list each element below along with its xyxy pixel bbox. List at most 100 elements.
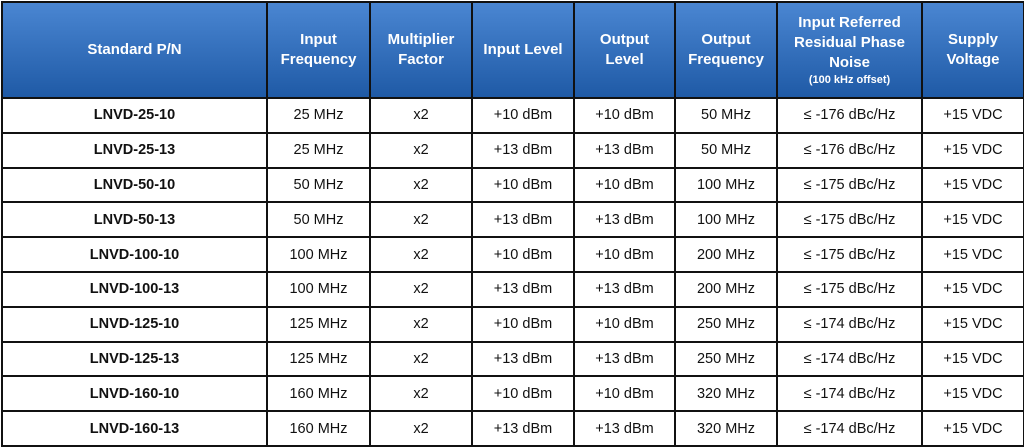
table-cell: 160 MHz bbox=[266, 410, 371, 447]
table-cell: +15 VDC bbox=[921, 340, 1024, 378]
table-cell: +10 dBm bbox=[573, 305, 676, 343]
table-cell: +13 dBm bbox=[573, 131, 676, 169]
table-row: LNVD-100-13 100 MHz x2 +13 dBm +13 dBm 200 MH… bbox=[1, 270, 1024, 308]
table-cell: +15 VDC bbox=[921, 270, 1024, 308]
table-cell: 100 MHz bbox=[266, 270, 371, 308]
table-cell: ≤ -175 dBc/Hz bbox=[776, 236, 923, 273]
table-body: LNVD-25-10 25 MHz x2 +10 dBm +10 dBm 50 MHz ≤ … bbox=[1, 97, 1024, 447]
header-cell: Input Level bbox=[471, 1, 575, 99]
table-row: LNVD-25-10 25 MHz x2 +10 dBm +10 dBm 50 MHz ≤ … bbox=[1, 97, 1024, 134]
table-cell: ≤ -175 dBc/Hz bbox=[776, 270, 923, 308]
table-cell: +15 VDC bbox=[921, 201, 1024, 239]
table-cell: +10 dBm bbox=[471, 97, 575, 134]
table-cell: +13 dBm bbox=[471, 131, 575, 169]
part-number: LNVD-125-10 bbox=[1, 305, 268, 343]
header-cell: Multiplier Factor bbox=[369, 1, 473, 99]
table-cell: +13 dBm bbox=[573, 201, 676, 239]
part-number: LNVD-100-10 bbox=[1, 236, 268, 273]
table-cell: x2 bbox=[369, 375, 473, 413]
table-cell: ≤ -174 dBc/Hz bbox=[776, 340, 923, 378]
table-row: LNVD-50-10 50 MHz x2 +10 dBm +10 dBm 100 MHz ≤… bbox=[1, 166, 1024, 204]
table-cell: 100 MHz bbox=[674, 166, 778, 204]
part-number: LNVD-100-13 bbox=[1, 270, 268, 308]
table-cell: 320 MHz bbox=[674, 375, 778, 413]
table-cell: x2 bbox=[369, 270, 473, 308]
table-cell: 50 MHz bbox=[266, 201, 371, 239]
header-cell: Supply Voltage bbox=[921, 1, 1024, 99]
table-cell: +13 dBm bbox=[573, 340, 676, 378]
table-cell: 50 MHz bbox=[674, 131, 778, 169]
header-text: Multiplier Factor bbox=[387, 31, 455, 68]
table-cell: ≤ -176 dBc/Hz bbox=[776, 97, 923, 134]
table-cell: ≤ -176 dBc/Hz bbox=[776, 131, 923, 169]
part-number: LNVD-25-13 bbox=[1, 131, 268, 169]
table-cell: ≤ -174 dBc/Hz bbox=[776, 410, 923, 447]
table-cell: 125 MHz bbox=[266, 305, 371, 343]
table-cell: +13 dBm bbox=[471, 270, 575, 308]
table-cell: +15 VDC bbox=[921, 97, 1024, 134]
table-cell: +15 VDC bbox=[921, 410, 1024, 447]
table-cell: x2 bbox=[369, 305, 473, 343]
table-cell: +15 VDC bbox=[921, 131, 1024, 169]
table-cell: ≤ -175 dBc/Hz bbox=[776, 166, 923, 204]
table-cell: +10 dBm bbox=[573, 166, 676, 204]
table-row: LNVD-125-10 125 MHz x2 +10 dBm +10 dBm 250 MH… bbox=[1, 305, 1024, 343]
table-cell: x2 bbox=[369, 97, 473, 134]
table-cell: ≤ -174 dBc/Hz bbox=[776, 305, 923, 343]
table-cell: 320 MHz bbox=[674, 410, 778, 447]
header-row: Standard P/N Input Frequency Multiplier Fa… bbox=[1, 1, 1024, 99]
table-cell: x2 bbox=[369, 236, 473, 273]
table-cell: 25 MHz bbox=[266, 131, 371, 169]
table-cell: +15 VDC bbox=[921, 166, 1024, 204]
table-cell: +15 VDC bbox=[921, 236, 1024, 273]
header-text: Input Level bbox=[483, 41, 563, 58]
table-cell: +10 dBm bbox=[471, 305, 575, 343]
table-cell: 50 MHz bbox=[674, 97, 778, 134]
header-cell: Output Frequency bbox=[674, 1, 778, 99]
header-text: Output Level bbox=[599, 31, 650, 68]
table-cell: x2 bbox=[369, 410, 473, 447]
table-cell: 100 MHz bbox=[266, 236, 371, 273]
table-cell: ≤ -175 dBc/Hz bbox=[776, 201, 923, 239]
table-row: LNVD-160-13 160 MHz x2 +13 dBm +13 dBm 320 MH… bbox=[1, 410, 1024, 447]
table-cell: +13 dBm bbox=[573, 270, 676, 308]
table-row: LNVD-160-10 160 MHz x2 +10 dBm +10 dBm 320 MH… bbox=[1, 375, 1024, 413]
header-note: (100 kHz offset) bbox=[808, 74, 891, 86]
table-cell: +13 dBm bbox=[573, 410, 676, 447]
header-text: Supply Voltage bbox=[946, 31, 1000, 68]
table-cell: +15 VDC bbox=[921, 305, 1024, 343]
table-cell: 125 MHz bbox=[266, 340, 371, 378]
table-cell: 50 MHz bbox=[266, 166, 371, 204]
table-cell: 100 MHz bbox=[674, 201, 778, 239]
table-cell: 160 MHz bbox=[266, 375, 371, 413]
header-cell: Input Referred Residual Phase Noise (100 … bbox=[776, 1, 923, 99]
table-row: LNVD-50-13 50 MHz x2 +13 dBm +13 dBm 100 MHz ≤… bbox=[1, 201, 1024, 239]
table-cell: x2 bbox=[369, 166, 473, 204]
table-cell: x2 bbox=[369, 201, 473, 239]
table-cell: +10 dBm bbox=[471, 166, 575, 204]
header-text: Standard P/N bbox=[87, 41, 182, 58]
part-number: LNVD-125-13 bbox=[1, 340, 268, 378]
part-number: LNVD-50-10 bbox=[1, 166, 268, 204]
table-cell: +15 VDC bbox=[921, 375, 1024, 413]
table-cell: +10 dBm bbox=[573, 375, 676, 413]
table-cell: +10 dBm bbox=[471, 375, 575, 413]
table-cell: 250 MHz bbox=[674, 340, 778, 378]
table-cell: +10 dBm bbox=[573, 236, 676, 273]
table-cell: +13 dBm bbox=[471, 201, 575, 239]
table-row: LNVD-25-13 25 MHz x2 +13 dBm +13 dBm 50 MHz ≤ … bbox=[1, 131, 1024, 169]
table-cell: ≤ -174 dBc/Hz bbox=[776, 375, 923, 413]
header-text: Output Frequency bbox=[688, 31, 764, 68]
part-number: LNVD-160-10 bbox=[1, 375, 268, 413]
table-cell: +13 dBm bbox=[471, 340, 575, 378]
part-number: LNVD-160-13 bbox=[1, 410, 268, 447]
table-cell: 200 MHz bbox=[674, 270, 778, 308]
table-cell: +10 dBm bbox=[471, 236, 575, 273]
header-text: Input Frequency bbox=[280, 31, 357, 68]
table-cell: x2 bbox=[369, 340, 473, 378]
table-cell: x2 bbox=[369, 131, 473, 169]
table-row: LNVD-100-10 100 MHz x2 +10 dBm +10 dBm 200 MH… bbox=[1, 236, 1024, 273]
header-cell: Input Frequency bbox=[266, 1, 371, 99]
